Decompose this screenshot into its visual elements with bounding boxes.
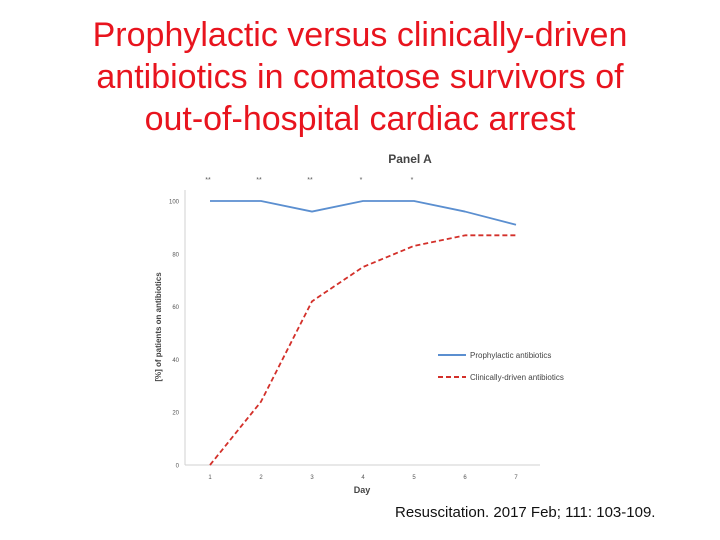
x-tick-label: 2: [259, 475, 263, 481]
x-tick-label: 3: [310, 475, 314, 481]
significance-marker: *: [411, 177, 414, 184]
y-tick-label: 20: [172, 411, 179, 417]
y-tick-label: 0: [176, 464, 180, 470]
y-axis-label: [%] of patients on antibiotics: [154, 272, 163, 382]
x-tick-label: 6: [463, 475, 467, 481]
x-tick-label: 1: [208, 475, 212, 481]
title-line-3: out-of-hospital cardiac arrest: [144, 100, 576, 138]
y-tick-label: 40: [172, 358, 179, 364]
y-tick-label: 80: [172, 252, 179, 258]
y-tick-label: 100: [169, 200, 180, 206]
significance-marker: *: [360, 177, 363, 184]
series-line-2: [209, 234, 516, 466]
title-line-2: antibiotics in comatose survivors of: [96, 58, 624, 96]
legend-label-1: Prophylactic antibiotics: [470, 351, 551, 360]
series-line-1: [210, 200, 517, 226]
slide-title: Prophylactic versus clinically-driven an…: [20, 14, 700, 140]
x-tick-label: 4: [361, 475, 365, 481]
x-axis-label: Day: [354, 485, 371, 495]
legend-label-2: Clinically-driven antibiotics: [470, 373, 564, 382]
x-tick-label: 5: [412, 475, 416, 481]
x-tick-label: 7: [514, 475, 518, 481]
significance-marker: **: [205, 177, 211, 184]
significance-marker: **: [307, 177, 313, 184]
citation: Resuscitation. 2017 Feb; 111: 103-109.: [395, 504, 656, 521]
significance-marker: **: [256, 177, 262, 184]
y-tick-label: 60: [172, 305, 179, 311]
title-line-1: Prophylactic versus clinically-driven: [92, 16, 628, 54]
chart-title: Panel A: [388, 152, 432, 166]
